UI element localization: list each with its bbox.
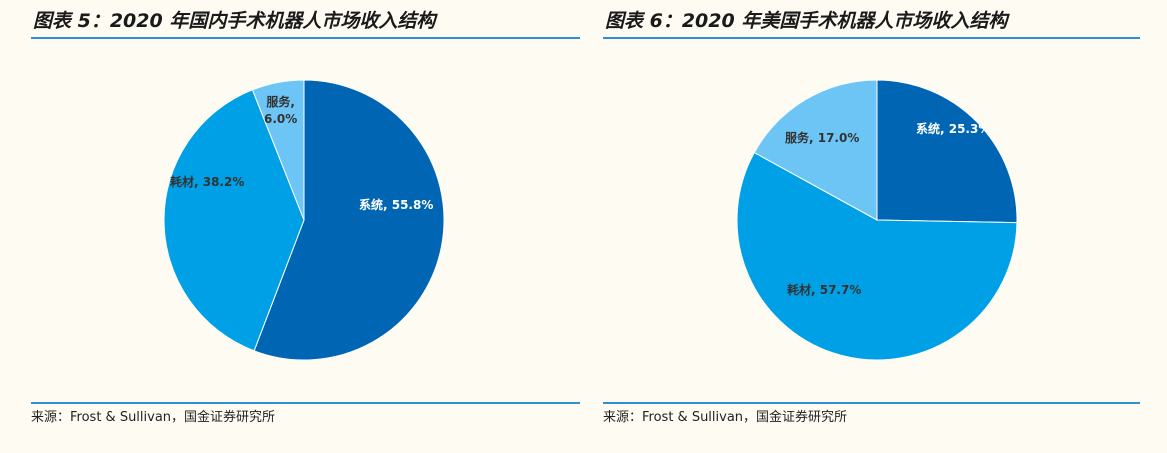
pie-chart-domestic bbox=[163, 79, 445, 361]
title-divider bbox=[31, 37, 580, 39]
chart-title: 图表 6：2020 年美国手术机器人市场收入结构 bbox=[605, 10, 1008, 32]
source-note: 来源：Frost & Sullivan，国金证券研究所 bbox=[603, 410, 848, 425]
chart-panel-right: 图表 6：2020 年美国手术机器人市场收入结构 系统, 25.3% 耗材, 5… bbox=[603, 0, 1140, 453]
chart-panel-left: 图表 5：2020 年国内手术机器人市场收入结构 系统, 55.8% 耗材, 3… bbox=[31, 0, 580, 453]
pie-chart-us bbox=[736, 79, 1018, 361]
slice-label-service-name: 服务, bbox=[266, 95, 295, 109]
slice-label-service: 服务, 6.0% bbox=[264, 94, 297, 128]
slice-label-service-value: 6.0% bbox=[264, 112, 298, 126]
footer-divider bbox=[603, 402, 1140, 404]
chart-title: 图表 5：2020 年国内手术机器人市场收入结构 bbox=[33, 10, 436, 32]
slice-label-system: 系统, 25.3% bbox=[916, 122, 991, 136]
title-divider bbox=[603, 37, 1140, 39]
slice-label-consumables: 耗材, 38.2% bbox=[170, 175, 245, 189]
slice-label-consumables: 耗材, 57.7% bbox=[787, 283, 862, 297]
pie-slice-service bbox=[251, 79, 305, 221]
pie-slice-consumables bbox=[736, 151, 1018, 361]
slice-label-system: 系统, 55.8% bbox=[359, 198, 434, 212]
pie-slice-system bbox=[253, 79, 445, 361]
source-note: 来源：Frost & Sullivan，国金证券研究所 bbox=[31, 410, 276, 425]
pie-slice-system bbox=[876, 79, 1018, 224]
slice-label-service: 服务, 17.0% bbox=[785, 131, 860, 145]
pie-slice-consumables bbox=[163, 89, 305, 352]
pie-slice-service bbox=[753, 79, 878, 221]
footer-divider bbox=[31, 402, 580, 404]
